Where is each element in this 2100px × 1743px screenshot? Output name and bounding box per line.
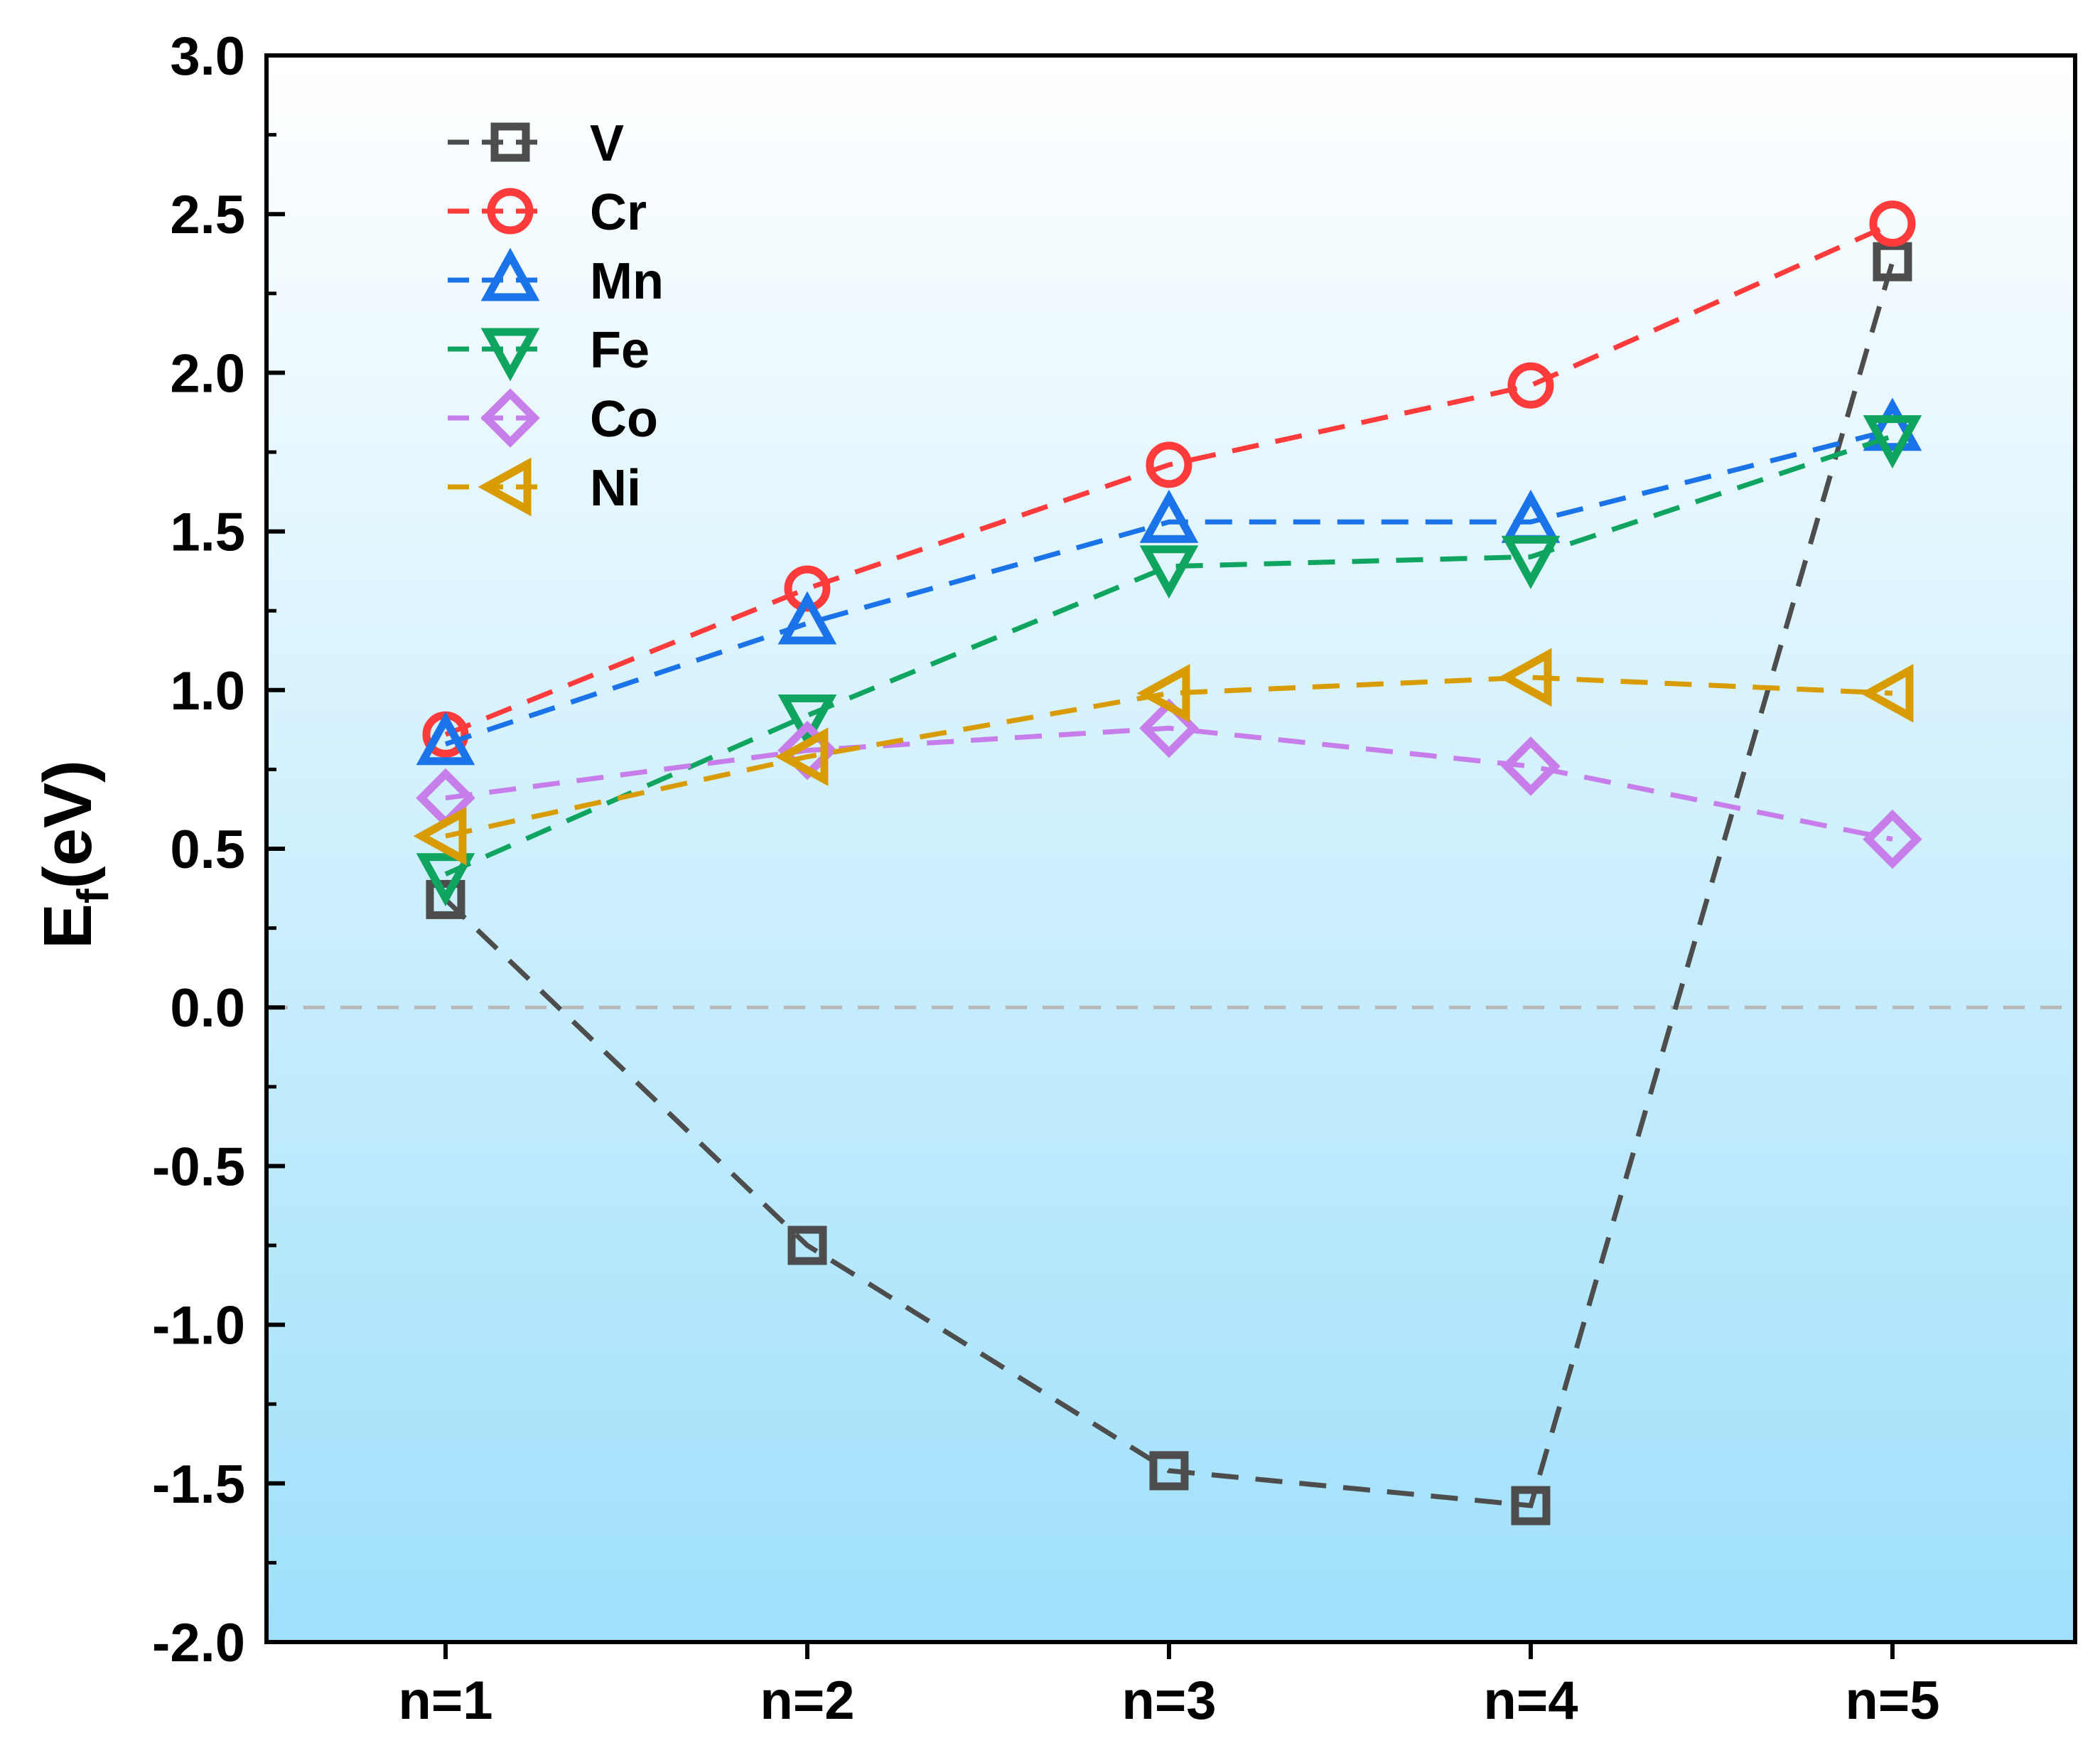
y-tick-label: 2.0 bbox=[170, 343, 245, 404]
data-point-v-3 bbox=[1149, 1451, 1189, 1491]
data-point-co-3 bbox=[1139, 698, 1199, 758]
legend-item-co: Co bbox=[448, 388, 658, 448]
legend-label-fe: Fe bbox=[590, 322, 650, 379]
data-point-v-1 bbox=[426, 879, 465, 919]
y-tick-label: 2.5 bbox=[170, 185, 245, 245]
data-point-cr-2 bbox=[784, 565, 831, 612]
y-tick-label: 3.0 bbox=[170, 26, 245, 87]
data-point-cr-4 bbox=[1507, 362, 1554, 409]
series-line-mn bbox=[444, 427, 1893, 747]
data-point-v-2 bbox=[787, 1226, 827, 1265]
y-tick-label: -1.5 bbox=[152, 1454, 245, 1515]
series-co bbox=[416, 698, 1922, 869]
data-point-v-4 bbox=[1511, 1486, 1551, 1525]
legend-label-ni: Ni bbox=[590, 460, 641, 517]
series-fe bbox=[416, 415, 1922, 907]
x-tick-label: n=1 bbox=[398, 1670, 492, 1731]
legend-marker-triangle-down bbox=[480, 328, 540, 382]
plot-background bbox=[266, 55, 2075, 1642]
legend-label-co: Co bbox=[590, 391, 658, 448]
y-tick-label: -1.0 bbox=[152, 1296, 245, 1356]
series-v bbox=[426, 242, 1912, 1525]
y-tick-label: 0.0 bbox=[170, 978, 245, 1039]
y-tick-label: 0.5 bbox=[170, 820, 245, 880]
series-mn bbox=[416, 397, 1922, 766]
legend-item-v: V bbox=[448, 115, 624, 172]
data-point-fe-2 bbox=[777, 694, 837, 748]
data-point-ni-2 bbox=[775, 727, 829, 786]
legend-marker-triangle-left bbox=[478, 457, 532, 517]
y-tick-label: 1.5 bbox=[170, 503, 245, 563]
data-point-ni-4 bbox=[1498, 648, 1552, 707]
data-point-mn-3 bbox=[1139, 489, 1199, 543]
data-point-ni-3 bbox=[1136, 663, 1190, 723]
data-point-ni-1 bbox=[413, 806, 467, 866]
data-point-mn-2 bbox=[777, 591, 837, 645]
series-line-ni bbox=[445, 675, 1893, 839]
x-tick-label: n=3 bbox=[1121, 1670, 1216, 1731]
data-point-fe-4 bbox=[1501, 535, 1561, 589]
legend-item-cr: Cr bbox=[448, 184, 647, 241]
data-point-mn-1 bbox=[416, 712, 475, 766]
x-tick-label: n=4 bbox=[1483, 1670, 1578, 1731]
y-axis-title: Ef(eV) bbox=[30, 760, 118, 949]
legend-label-v: V bbox=[590, 115, 624, 172]
data-point-mn-5 bbox=[1863, 397, 1922, 451]
legend-item-mn: Mn bbox=[448, 247, 664, 310]
legend-marker-circle bbox=[487, 188, 534, 235]
data-point-fe-1 bbox=[416, 853, 475, 907]
legend-marker-square bbox=[490, 122, 530, 162]
data-point-co-4 bbox=[1501, 736, 1561, 796]
y-axis-title-unit: (eV) bbox=[30, 760, 106, 889]
legend-marker-diamond bbox=[480, 388, 540, 448]
data-point-cr-3 bbox=[1146, 441, 1192, 488]
data-point-fe-3 bbox=[1139, 545, 1199, 599]
data-point-ni-5 bbox=[1860, 663, 1914, 723]
x-tick-label: n=5 bbox=[1845, 1670, 1939, 1731]
legend-label-cr: Cr bbox=[590, 184, 647, 241]
legend-label-mn: Mn bbox=[590, 253, 664, 310]
legend-item-fe: Fe bbox=[448, 322, 650, 382]
data-point-co-5 bbox=[1863, 809, 1922, 869]
series-ni bbox=[413, 648, 1914, 866]
legend-item-ni: Ni bbox=[448, 457, 641, 517]
series-line-v bbox=[443, 261, 1895, 1508]
data-point-fe-5 bbox=[1863, 415, 1922, 469]
series-line-cr bbox=[444, 221, 1894, 737]
legend-marker-triangle-up bbox=[480, 247, 540, 301]
x-tick-label: n=2 bbox=[760, 1670, 854, 1731]
y-tick-label: -2.0 bbox=[152, 1613, 245, 1673]
data-point-cr-5 bbox=[1869, 200, 1916, 247]
y-tick-label: 1.0 bbox=[170, 661, 245, 722]
y-axis-title-subscript: f bbox=[69, 889, 118, 903]
series-cr bbox=[422, 200, 1916, 758]
series-line-co bbox=[445, 725, 1893, 842]
y-axis-title-main: E bbox=[30, 903, 106, 949]
y-tick-label: -0.5 bbox=[152, 1137, 245, 1197]
